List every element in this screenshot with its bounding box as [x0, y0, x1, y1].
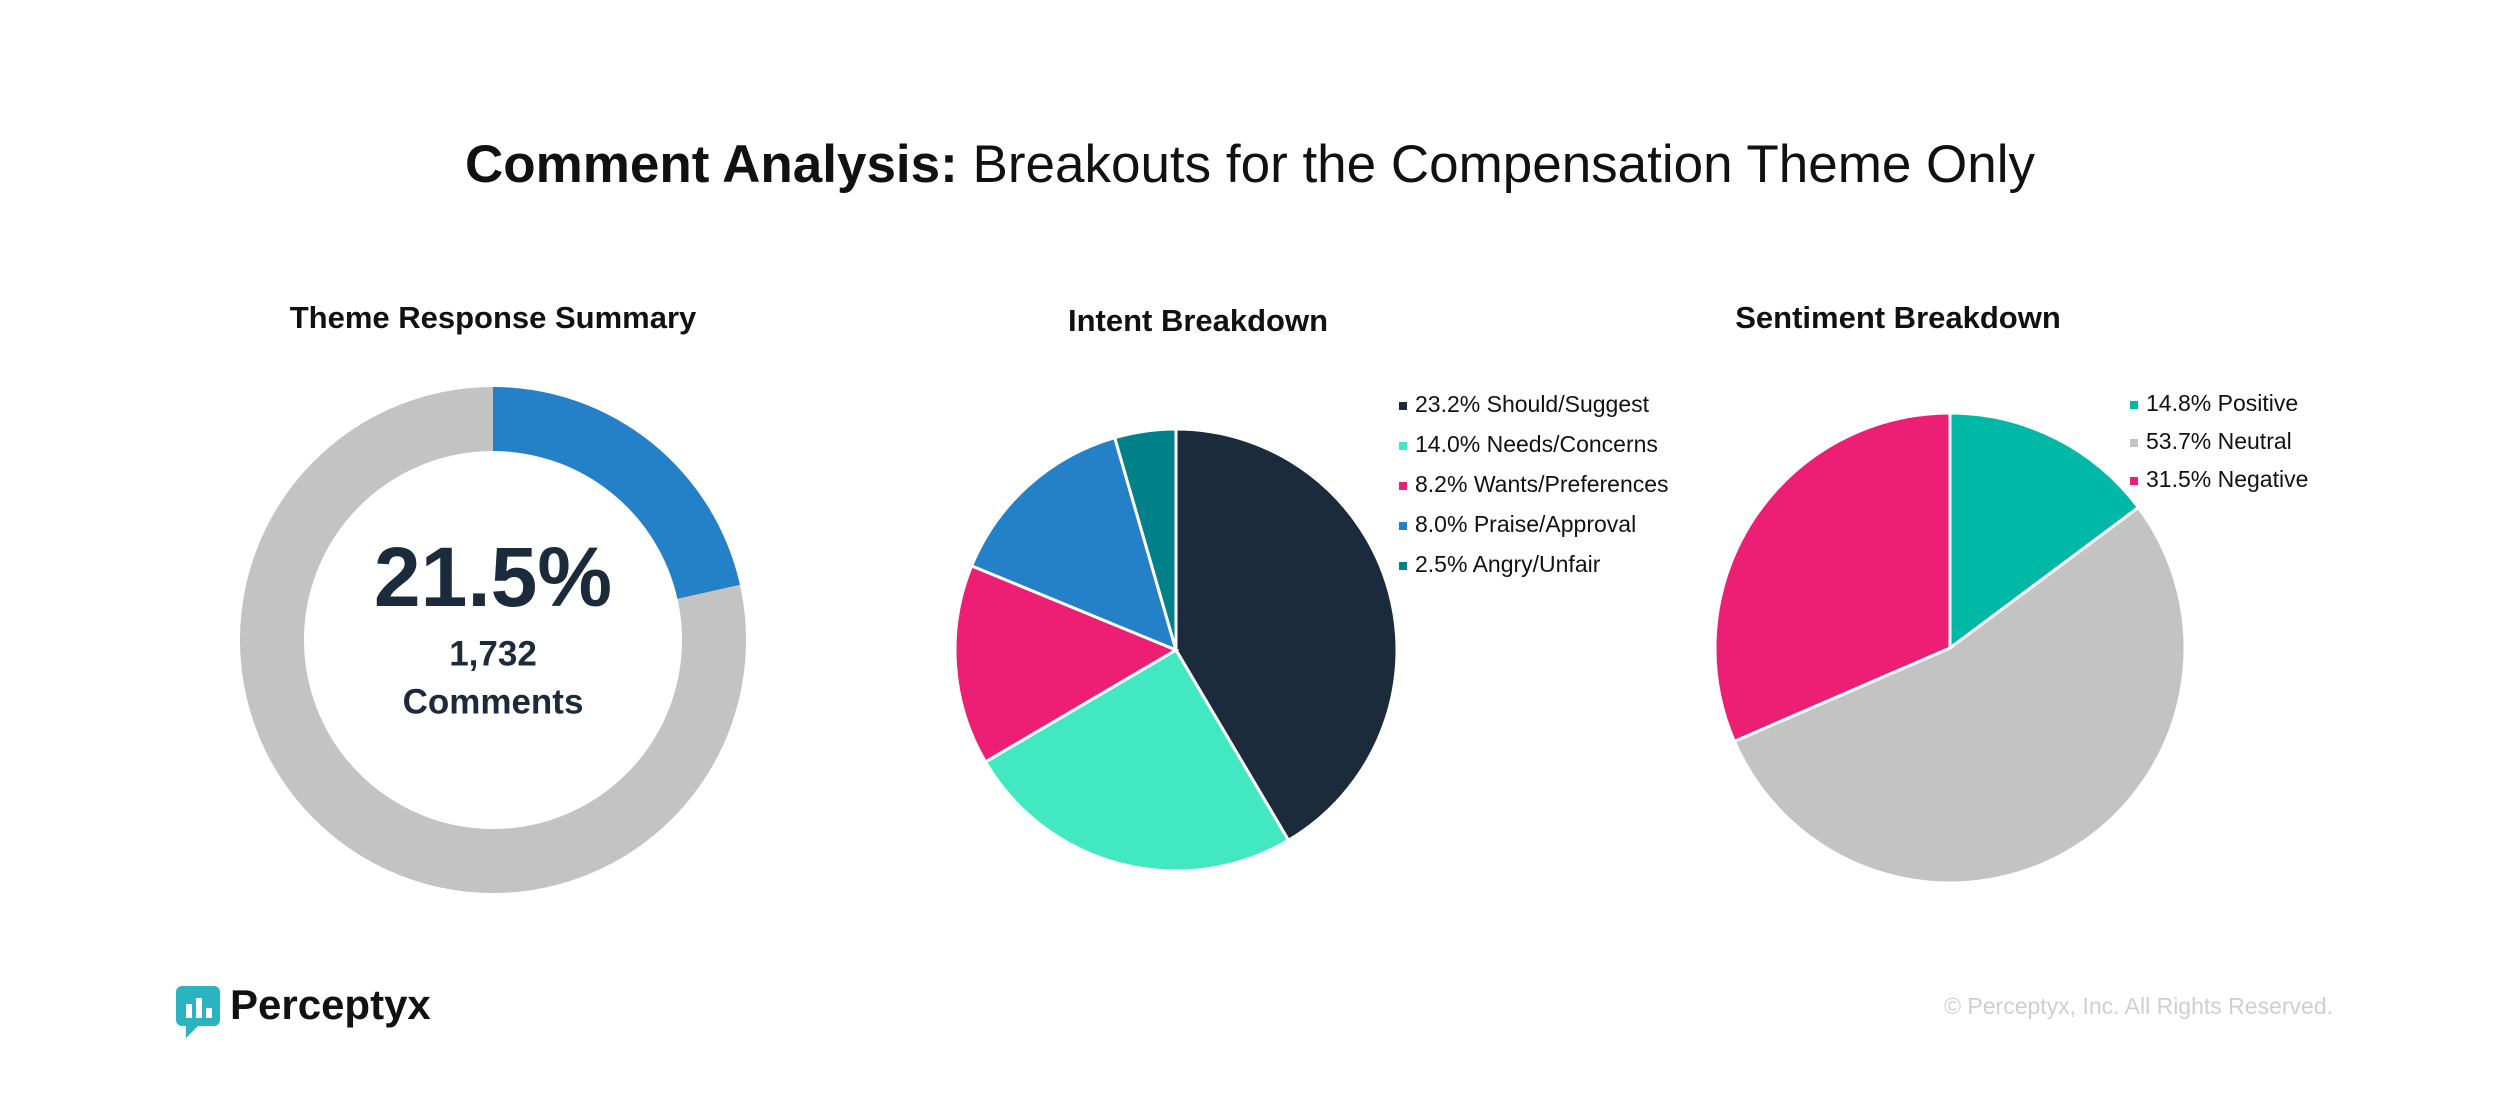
legend-label: Angry/Unfair — [1473, 551, 1601, 577]
legend-label: Neutral — [2218, 428, 2292, 454]
logo-bar — [206, 1008, 212, 1018]
legend-value: 14.0% — [1415, 431, 1480, 457]
legend-entry: 2.5% Angry/Unfair — [1415, 551, 1601, 577]
chart-title: Theme Response Summary — [290, 300, 697, 335]
pie-slice — [969, 435, 1179, 653]
pie-slice — [1174, 427, 1399, 843]
legend-label: Positive — [2218, 390, 2299, 416]
legend-marker — [1399, 442, 1407, 450]
legend-label: Negative — [2218, 466, 2309, 492]
pie-slice — [983, 647, 1291, 873]
pie-slice — [1713, 411, 1952, 744]
legend-label: Praise/Approval — [1474, 511, 1636, 537]
legend-label: Wants/Preferences — [1474, 471, 1669, 497]
title-rest: Breakouts for the Compensation Theme Onl… — [973, 135, 2036, 194]
donut-segment — [493, 387, 740, 599]
legend-marker — [1399, 482, 1407, 490]
chart-title: Intent Breakdown — [1068, 303, 1328, 338]
copyright: © Perceptyx, Inc. All Rights Reserved. — [1944, 993, 2333, 1019]
legend-label: Should/Suggest — [1487, 391, 1650, 417]
pie-slice — [1732, 505, 2187, 885]
legend-label: Needs/Concerns — [1487, 431, 1658, 457]
legend-value: 31.5% — [2146, 466, 2211, 492]
brand: Perceptyx — [230, 981, 431, 1028]
legend-entry: 14.8% Positive — [2146, 390, 2298, 416]
pie-slice — [1948, 411, 2141, 651]
legend-entry: 53.7% Neutral — [2146, 428, 2292, 454]
legend-entry: 8.0% Praise/Approval — [1415, 511, 1636, 537]
legend-marker — [1399, 522, 1407, 530]
logo-bar — [196, 998, 202, 1018]
legend-value: 8.0% — [1415, 511, 1467, 537]
legend-entry: 8.2% Wants/Preferences — [1415, 471, 1669, 497]
legend-marker — [2130, 477, 2138, 485]
legend-marker — [2130, 439, 2138, 447]
center-caption: Comments — [403, 682, 584, 721]
legend-marker — [2130, 401, 2138, 409]
page-title: Comment Analysis: Breakouts for the Comp… — [465, 135, 2036, 194]
legend-marker — [1399, 402, 1407, 410]
legend-value: 2.5% — [1415, 551, 1467, 577]
logo-icon-tail — [186, 1026, 198, 1038]
legend-entry: 23.2% Should/Suggest — [1415, 391, 1650, 417]
legend-marker — [1399, 562, 1407, 570]
legend-value: 8.2% — [1415, 471, 1467, 497]
center-value: 21.5% — [374, 530, 612, 624]
chart-title: Sentiment Breakdown — [1735, 300, 2061, 335]
legend-value: 14.8% — [2146, 390, 2211, 416]
legend-value: 23.2% — [1415, 391, 1480, 417]
center-count: 1,732 — [449, 634, 537, 673]
pie-slice — [953, 563, 1180, 764]
pie-slice — [1112, 427, 1178, 651]
logo: Perceptyx — [176, 981, 431, 1038]
legend-entry: 14.0% Needs/Concerns — [1415, 431, 1658, 457]
legend-entry: 31.5% Negative — [2146, 466, 2308, 492]
legend-value: 53.7% — [2146, 428, 2211, 454]
logo-bar — [186, 1004, 192, 1018]
title-bold: Comment Analysis: — [465, 135, 958, 194]
